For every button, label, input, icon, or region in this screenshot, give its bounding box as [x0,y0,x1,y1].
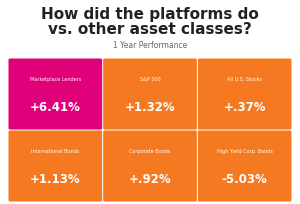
Text: +.37%: +.37% [224,101,266,114]
Text: +1.13%: +1.13% [30,173,81,186]
Text: -5.03%: -5.03% [222,173,268,186]
Text: S&P 500: S&P 500 [140,76,160,82]
Text: How did the platforms do: How did the platforms do [41,7,259,21]
Text: Marketplace Lenders: Marketplace Lenders [30,76,81,82]
Text: International Bonds: International Bonds [31,149,80,154]
FancyBboxPatch shape [198,59,292,130]
FancyBboxPatch shape [198,131,292,202]
Text: 1 Year Performance: 1 Year Performance [113,41,187,51]
Text: +1.32%: +1.32% [125,101,175,114]
Text: All U.S. Stocks: All U.S. Stocks [227,76,262,82]
Text: High Yield Corp. Bonds: High Yield Corp. Bonds [217,149,273,154]
FancyBboxPatch shape [8,131,102,202]
FancyBboxPatch shape [8,59,102,130]
Text: +.92%: +.92% [129,173,171,186]
FancyBboxPatch shape [103,59,197,130]
Text: vs. other asset classes?: vs. other asset classes? [48,22,252,38]
Text: +6.41%: +6.41% [30,101,81,114]
FancyBboxPatch shape [103,131,197,202]
Text: Corporate Bonds: Corporate Bonds [129,149,171,154]
